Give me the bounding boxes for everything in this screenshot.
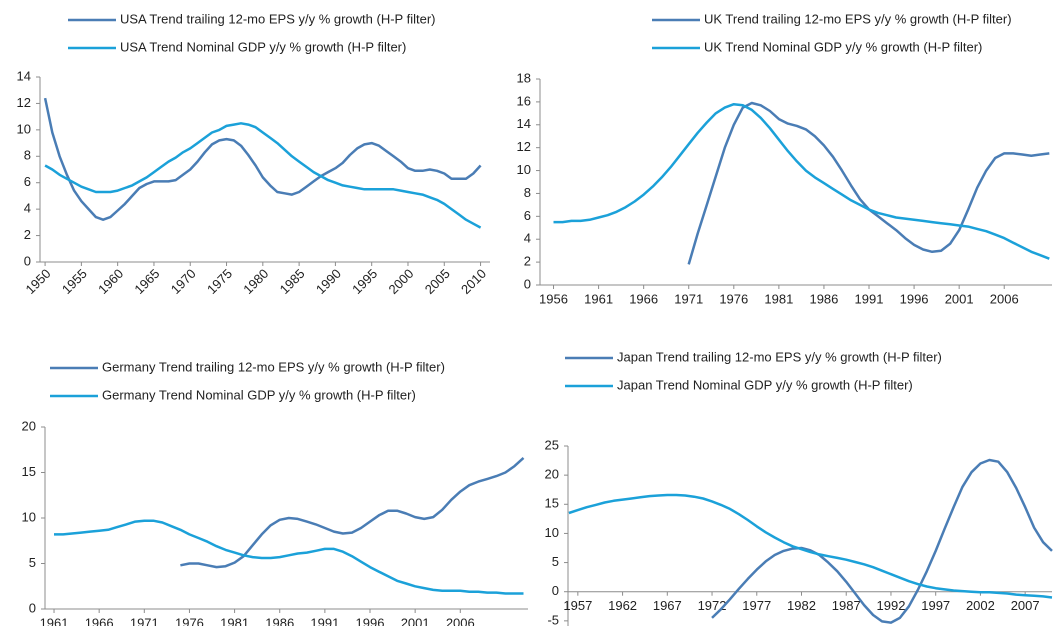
y-tick-label: 10 [545, 525, 559, 540]
x-tick-label: 2002 [966, 598, 995, 613]
y-tick-label: 2 [524, 254, 531, 269]
y-tick-label: 0 [524, 276, 531, 291]
x-tick-label: 1981 [764, 291, 793, 306]
series-line [568, 493, 1053, 599]
x-tick-label: 1986 [265, 615, 294, 626]
legend-label: USA Trend trailing 12-mo EPS y/y % growt… [120, 11, 435, 26]
y-tick-label: 20 [545, 467, 559, 482]
legend-label: Germany Trend trailing 12-mo EPS y/y % g… [102, 359, 445, 374]
x-tick-label: 1965 [131, 266, 162, 297]
x-tick-label: 1987 [832, 598, 861, 613]
y-tick-label: 4 [524, 231, 531, 246]
series-line [180, 456, 525, 569]
x-tick-label: 1997 [921, 598, 950, 613]
x-tick-label: 1970 [168, 266, 199, 297]
series-line [711, 458, 1053, 624]
x-tick-label: 1960 [95, 266, 126, 297]
y-tick-label: 6 [524, 208, 531, 223]
series-line [54, 519, 524, 595]
series-line [553, 102, 1050, 260]
x-tick-label: 1961 [584, 291, 613, 306]
legend-label: UK Trend trailing 12-mo EPS y/y % growth… [704, 11, 1012, 26]
x-tick-label: 1966 [629, 291, 658, 306]
y-tick-label: 0 [29, 600, 36, 615]
x-tick-label: 1971 [674, 291, 703, 306]
x-tick-label: 1981 [220, 615, 249, 626]
y-tick-label: 5 [552, 554, 559, 569]
x-tick-label: 1980 [240, 266, 271, 297]
y-tick-label: 10 [517, 162, 531, 177]
x-tick-label: 1991 [855, 291, 884, 306]
y-tick-label: 0 [24, 253, 31, 268]
x-tick-label: 1962 [608, 598, 637, 613]
x-tick-label: 1976 [719, 291, 748, 306]
legend-label: UK Trend Nominal GDP y/y % growth (H-P f… [704, 39, 982, 54]
y-tick-label: 15 [22, 464, 36, 479]
series-line [44, 122, 482, 229]
x-tick-label: 2000 [385, 266, 416, 297]
x-tick-label: 1977 [742, 598, 771, 613]
y-tick-label: 12 [517, 139, 531, 154]
x-tick-label: 1950 [23, 266, 54, 297]
legend-label: USA Trend Nominal GDP y/y % growth (H-P … [120, 39, 406, 54]
y-tick-label: 12 [17, 95, 31, 110]
x-tick-label: 2006 [990, 291, 1019, 306]
y-tick-label: 14 [17, 68, 31, 83]
x-tick-label: 1990 [313, 266, 344, 297]
y-tick-label: 6 [24, 174, 31, 189]
x-tick-label: 1996 [356, 615, 385, 626]
x-tick-label: 1982 [787, 598, 816, 613]
y-tick-label: 8 [524, 185, 531, 200]
x-tick-label: 1991 [310, 615, 339, 626]
x-tick-label: 1985 [277, 266, 308, 297]
y-tick-label: 10 [17, 121, 31, 136]
x-tick-label: 2001 [401, 615, 430, 626]
y-tick-label: 15 [545, 496, 559, 511]
x-tick-label: 1957 [563, 598, 592, 613]
y-tick-label: 8 [24, 148, 31, 163]
x-tick-label: 2010 [458, 266, 489, 297]
x-tick-label: 1961 [40, 615, 69, 626]
x-tick-label: 1976 [175, 615, 204, 626]
y-tick-label: 14 [517, 116, 531, 131]
y-tick-label: 4 [24, 201, 31, 216]
x-tick-label: 2001 [945, 291, 974, 306]
x-tick-label: 2005 [422, 266, 453, 297]
y-tick-label: 10 [22, 509, 36, 524]
legend-label: Japan Trend trailing 12-mo EPS y/y % gro… [617, 349, 942, 364]
x-tick-label: 1972 [698, 598, 727, 613]
y-tick-label: 25 [545, 437, 559, 452]
legend-label: Germany Trend Nominal GDP y/y % growth (… [102, 387, 416, 402]
x-tick-label: 2007 [1011, 598, 1040, 613]
legend-label: Japan Trend Nominal GDP y/y % growth (H-… [617, 377, 913, 392]
x-tick-label: 1966 [85, 615, 114, 626]
x-tick-label: 1955 [59, 266, 90, 297]
x-tick-label: 1975 [204, 266, 235, 297]
x-tick-label: 1956 [539, 291, 568, 306]
y-tick-label: 18 [517, 70, 531, 85]
x-tick-label: 1995 [349, 266, 380, 297]
x-tick-label: 1986 [809, 291, 838, 306]
x-tick-label: 2006 [446, 615, 475, 626]
y-tick-label: 20 [22, 418, 36, 433]
y-tick-label: -5 [547, 612, 559, 626]
y-tick-label: 2 [24, 227, 31, 242]
y-tick-label: 5 [29, 555, 36, 570]
x-tick-label: 1967 [653, 598, 682, 613]
series-line [43, 97, 482, 221]
x-tick-label: 1992 [877, 598, 906, 613]
x-tick-label: 1996 [900, 291, 929, 306]
x-tick-label: 1971 [130, 615, 159, 626]
y-tick-label: 16 [517, 93, 531, 108]
y-tick-label: 0 [552, 583, 559, 598]
series-line [687, 101, 1050, 265]
